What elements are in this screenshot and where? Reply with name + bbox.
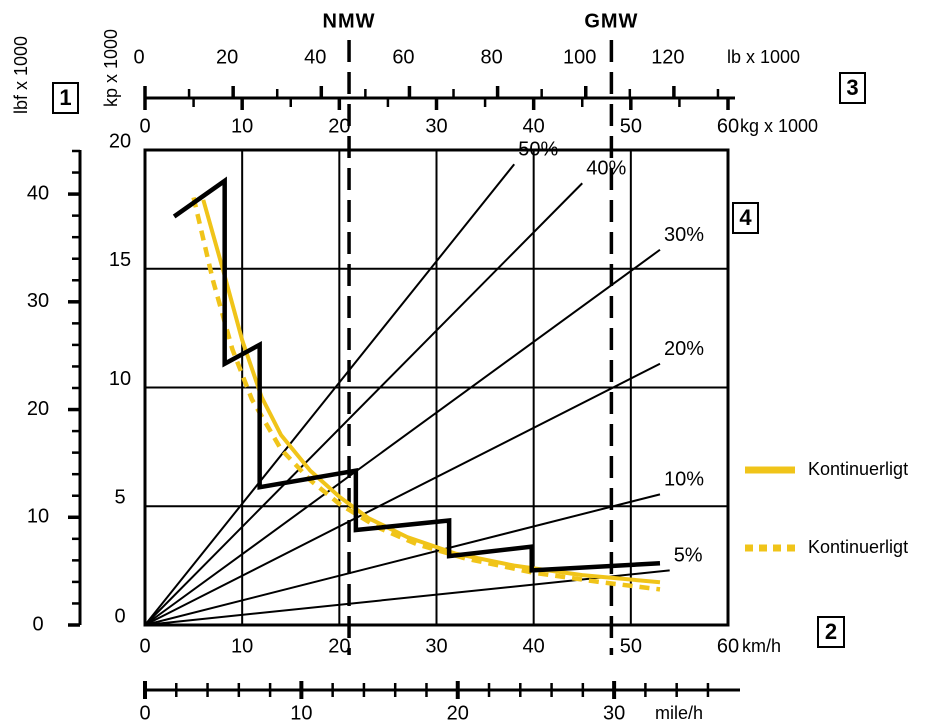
lb-unit-label: lb x 1000 (727, 47, 800, 67)
lb-tick-label: 0 (133, 46, 144, 68)
box-3-label: 3 (846, 75, 858, 100)
legend-label: Kontinuerligt (808, 537, 908, 557)
x-tick-label: 50 (620, 635, 642, 657)
box-2-label: 2 (825, 619, 837, 644)
series-layer (172, 176, 661, 592)
kg-tick-label: 10 (231, 115, 253, 137)
x-tick-label: 20 (328, 635, 350, 657)
grade-line (144, 248, 661, 626)
box-2 (817, 616, 845, 648)
kp-tick-label: 0 (114, 605, 125, 627)
box-1-label: 1 (59, 85, 71, 110)
x-tick-label: 40 (523, 635, 545, 657)
lbf-unit-label: lbf x 1000 (11, 36, 31, 114)
kp-unit-label: kp x 1000 (101, 29, 121, 107)
kg-tick-label: 30 (425, 115, 447, 137)
box-4-label: 4 (739, 205, 752, 230)
kp-tick-label: 10 (109, 368, 131, 390)
lbf-tick-label: 30 (27, 290, 49, 312)
legend-layer: Kontinuerligt Kontinuerligt (745, 459, 908, 557)
grade-line (144, 569, 670, 626)
lbf-tick-label: 40 (27, 182, 49, 204)
grade-label: 30% (664, 224, 704, 246)
kp-tick-label: 15 (109, 249, 131, 271)
marker-label: GMW (584, 10, 638, 32)
kp-tick-label: 5 (114, 487, 125, 509)
grade-lines-layer: 50%40%30%20%10%5% (144, 139, 704, 626)
kg-tick-label: 40 (523, 115, 545, 137)
series-line (191, 196, 661, 592)
lb-tick-label: 100 (563, 46, 596, 68)
mph-tick-label: 0 (139, 702, 150, 724)
box-4 (732, 202, 759, 234)
vertical-markers-layer: NMW GMW (323, 10, 638, 655)
x-tick-label: 60 (717, 635, 739, 657)
lb-tick-label: 60 (392, 46, 414, 68)
kg-tick-label: 20 (328, 115, 350, 137)
kp-tick-label: 20 (109, 130, 131, 152)
box-1 (52, 82, 79, 114)
x-tick-label: 0 (139, 635, 150, 657)
grid-layer (145, 150, 728, 625)
mph-tick-label: 20 (447, 702, 469, 724)
x-unit-label: km/h (742, 636, 781, 656)
mph-tick-label: 30 (603, 702, 625, 724)
x-tick-label: 30 (425, 635, 447, 657)
grade-label: 40% (586, 158, 626, 180)
lbf-tick-label: 0 (32, 613, 43, 635)
series-line (172, 176, 661, 573)
kg-tick-label: 50 (620, 115, 642, 137)
grade-line (144, 163, 516, 626)
lb-tick-label: 120 (651, 46, 684, 68)
grade-label: 20% (664, 338, 704, 360)
grade-label: 5% (674, 545, 703, 567)
lbf-tick-label: 20 (27, 398, 49, 420)
mph-unit-label: mile/h (655, 703, 703, 723)
axes-layer (68, 86, 740, 699)
kg-unit-label: kg x 1000 (740, 116, 818, 136)
x-tick-label: 10 (231, 635, 253, 657)
labels-layer: 0 10 20 30 40 50 60 km/h20 10 20 30 mile/h051015200… (11, 29, 866, 724)
plot-frame (143, 148, 730, 627)
mph-tick-label: 10 (290, 702, 312, 724)
marker-label: NMW (323, 10, 376, 32)
kg-tick-label: 60 (717, 115, 739, 137)
legend-label: Kontinuerligt (808, 459, 908, 479)
lb-tick-label: 80 (480, 46, 502, 68)
grade-line (144, 493, 661, 626)
box-3 (839, 72, 866, 104)
kg-tick-label: 0 (139, 115, 150, 137)
grade-label: 10% (664, 469, 704, 491)
grade-line (144, 362, 661, 626)
series-line (201, 199, 661, 585)
lb-tick-label: 20 (216, 46, 238, 68)
lbf-tick-label: 10 (27, 506, 49, 528)
grade-line (144, 182, 583, 626)
lb-tick-label: 40 (304, 46, 326, 68)
